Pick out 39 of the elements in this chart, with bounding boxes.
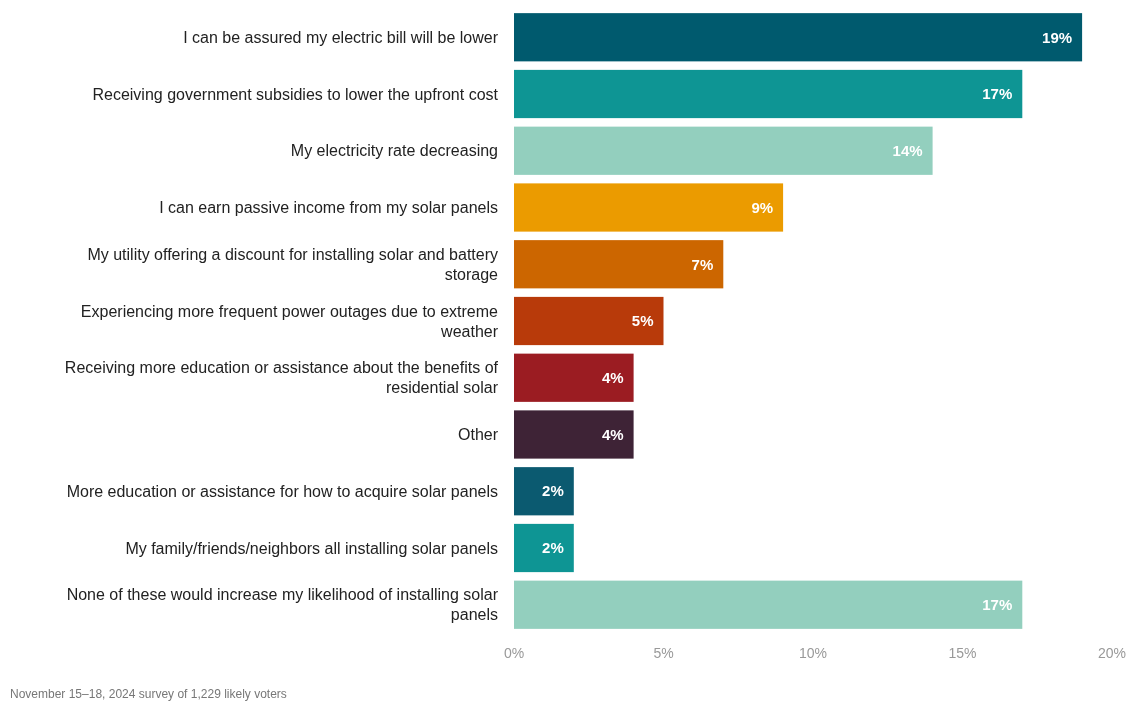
y-tick-label: Other [457, 426, 499, 444]
bar [514, 296, 664, 346]
data-label: 9% [751, 198, 774, 216]
y-tick-label: My family/friends/neighbors all installing solar panels [125, 539, 498, 557]
y-tick-label: More education or assistance for how to acquire solar panels [66, 482, 498, 500]
bar [514, 580, 1023, 629]
y-tick-label: My electricity rate decreasing [290, 142, 498, 160]
data-label: 19% [1042, 28, 1073, 46]
bar [514, 523, 574, 573]
data-label: 2% [542, 482, 564, 500]
bar [514, 69, 1023, 119]
bar [514, 353, 634, 402]
data-label: 4% [601, 369, 624, 386]
x-tick-label: 5% [653, 645, 674, 661]
x-tick-label: 15% [948, 645, 977, 661]
x-tick-label: 10% [798, 645, 828, 661]
bar [514, 183, 784, 232]
x-tick-label: 0% [503, 645, 525, 661]
y-tick-label: Receiving government subsidies to lower the upfront cost [92, 85, 499, 103]
data-label: 2% [542, 539, 564, 557]
bar [514, 467, 574, 516]
y-tick-label: None of these would increase my likelihood of installing solar panels [66, 586, 499, 624]
y-tick-label: Experiencing more frequent power outages due to extreme weather [80, 302, 499, 340]
text: November 15–18, 2024 survey of 1,229 likely voters [10, 687, 287, 701]
y-tick-label: I can earn passive income from my solar panels [159, 199, 498, 217]
data-label: 4% [601, 425, 624, 443]
y-tick-label: I can be assured my electric bill will be lower [183, 28, 499, 46]
y-tick-label: My utility offering a discount for installing solar and battery storage [87, 245, 499, 283]
y-tick-label: Receiving more education or assistance about the benefits of residential solar [64, 359, 499, 397]
data-label: 7% [691, 255, 714, 273]
data-label: 5% [631, 312, 654, 330]
data-label: 14% [892, 142, 923, 159]
x-tick-label: 20% [1097, 645, 1127, 661]
data-label: 17% [982, 85, 1013, 103]
bar [514, 240, 724, 289]
data-label: 17% [982, 596, 1013, 613]
bar [514, 126, 933, 175]
bar [514, 410, 634, 459]
bar [514, 13, 1083, 62]
